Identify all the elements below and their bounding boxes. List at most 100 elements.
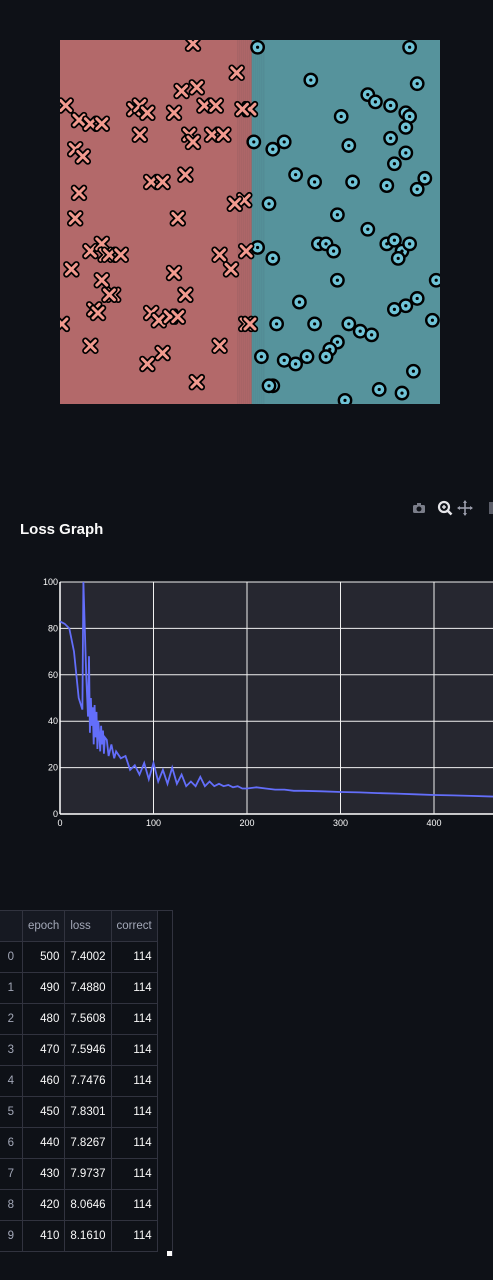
table-cell[interactable]: 7.9737 [64,1158,112,1190]
class-x-point [188,373,206,391]
y-tick-label: 40 [48,716,58,726]
x-tick-label: 300 [333,818,348,828]
table-cell[interactable]: 410 [22,1220,66,1252]
table-row[interactable]: 4 460 7.7476 114 [0,1065,158,1097]
index-header[interactable] [0,911,23,942]
table-cell[interactable]: 114 [111,1096,158,1128]
class-o-point [303,72,319,88]
table-row[interactable]: 6 440 7.8267 114 [0,1127,158,1159]
row-index[interactable]: 8 [0,1189,23,1221]
table-resize-handle[interactable] [167,1251,172,1256]
table-cell[interactable]: 420 [22,1189,66,1221]
table-cell[interactable]: 114 [111,1065,158,1097]
row-index[interactable]: 9 [0,1220,23,1252]
table-cell[interactable]: 7.8267 [64,1127,112,1159]
class-o-point [398,119,414,135]
loss-chart[interactable]: 0 20 40 60 80 100 0 100 200 300 400 [0,560,493,830]
row-index[interactable]: 2 [0,1003,23,1035]
table-cell[interactable]: 460 [22,1065,66,1097]
table-cell[interactable]: 114 [111,1003,158,1035]
row-index[interactable]: 3 [0,1034,23,1066]
class-o-point [371,382,387,397]
class-x-point [139,355,156,373]
class-x-point [82,115,99,132]
table-cell[interactable]: 470 [22,1034,66,1066]
class-x-point [169,308,187,325]
class-o-point [291,294,307,310]
row-index[interactable]: 4 [0,1065,23,1097]
y-tick-label: 60 [48,670,58,680]
class-x-point [60,97,74,114]
table-cell[interactable]: 7.5946 [64,1034,112,1066]
table-cell[interactable]: 8.0646 [64,1189,112,1221]
class-o-point [276,134,292,150]
pan-icon[interactable] [455,498,475,518]
class-x-point [70,184,88,202]
class-x-point [60,315,71,333]
row-index[interactable]: 6 [0,1127,23,1159]
table-row[interactable]: 9 410 8.1610 114 [0,1220,158,1252]
table-cell[interactable]: 7.7476 [64,1065,112,1097]
class-o-point [253,349,269,365]
class-x-point [173,82,190,100]
table-cell[interactable]: 490 [22,972,66,1004]
table-row[interactable]: 0 500 7.4002 114 [0,941,158,973]
table-cell[interactable]: 114 [111,972,158,1004]
more-options-icon[interactable] [489,502,493,514]
column-header-correct[interactable]: correct [111,911,158,942]
table-cell[interactable]: 114 [111,1127,158,1159]
table-cell[interactable]: 7.8301 [64,1096,112,1128]
table-row[interactable]: 8 420 8.0646 114 [0,1189,158,1221]
class-o-point [424,312,440,328]
table-cell[interactable]: 440 [22,1127,66,1159]
class-o-point [383,98,398,113]
class-x-point [215,126,232,143]
table-cell[interactable]: 7.5608 [64,1003,112,1035]
y-tick-label: 80 [48,623,58,633]
row-index[interactable]: 1 [0,972,23,1004]
table-cell[interactable]: 114 [111,1158,158,1190]
class-o-point [409,181,425,197]
table-cell[interactable]: 7.4002 [64,941,112,973]
table-row[interactable]: 3 470 7.5946 114 [0,1034,158,1066]
class-o-point [398,145,414,161]
y-tick-label: 20 [48,763,58,773]
row-index[interactable]: 5 [0,1096,23,1128]
row-index[interactable]: 7 [0,1158,23,1190]
table-row[interactable]: 7 430 7.9737 114 [0,1158,158,1190]
class-o-point [386,301,402,317]
table-cell[interactable]: 450 [22,1096,66,1128]
camera-icon[interactable] [409,498,429,518]
table-row[interactable]: 1 490 7.4880 114 [0,972,158,1004]
table-cell[interactable]: 114 [111,941,158,973]
table-cell[interactable]: 114 [111,1220,158,1252]
table-row[interactable]: 2 480 7.5608 114 [0,1003,158,1035]
class-o-point [341,316,357,332]
class-x-point [228,64,245,82]
column-header-loss[interactable]: loss [64,911,112,942]
table-cell[interactable]: 114 [111,1034,158,1066]
loss-dataframe[interactable]: epoch loss correct 0 500 7.4002 114 1 490 7.4880… [0,910,173,1256]
class-o-point [379,178,395,194]
class-o-point [409,76,425,92]
table-cell[interactable]: 114 [111,1189,158,1221]
table-cell[interactable]: 500 [22,941,66,973]
y-tick-label: 100 [43,577,58,587]
class-o-point [265,250,281,266]
column-header-epoch[interactable]: epoch [22,911,66,942]
class-x-point [188,79,206,96]
class-x-point [226,195,244,213]
class-x-point [211,337,228,355]
zoom-icon[interactable] [435,498,455,518]
class-o-point [307,316,322,332]
class-o-point [417,170,433,186]
table-row[interactable]: 5 450 7.8301 114 [0,1096,158,1128]
table-cell[interactable]: 7.4880 [64,972,112,1004]
table-cell[interactable]: 8.1610 [64,1220,112,1252]
table-cell[interactable]: 430 [22,1158,66,1190]
class-o-point [329,272,345,288]
row-index[interactable]: 0 [0,941,23,973]
table-cell[interactable]: 480 [22,1003,66,1035]
chart-modebar [405,498,493,520]
class-x-point [184,40,202,52]
